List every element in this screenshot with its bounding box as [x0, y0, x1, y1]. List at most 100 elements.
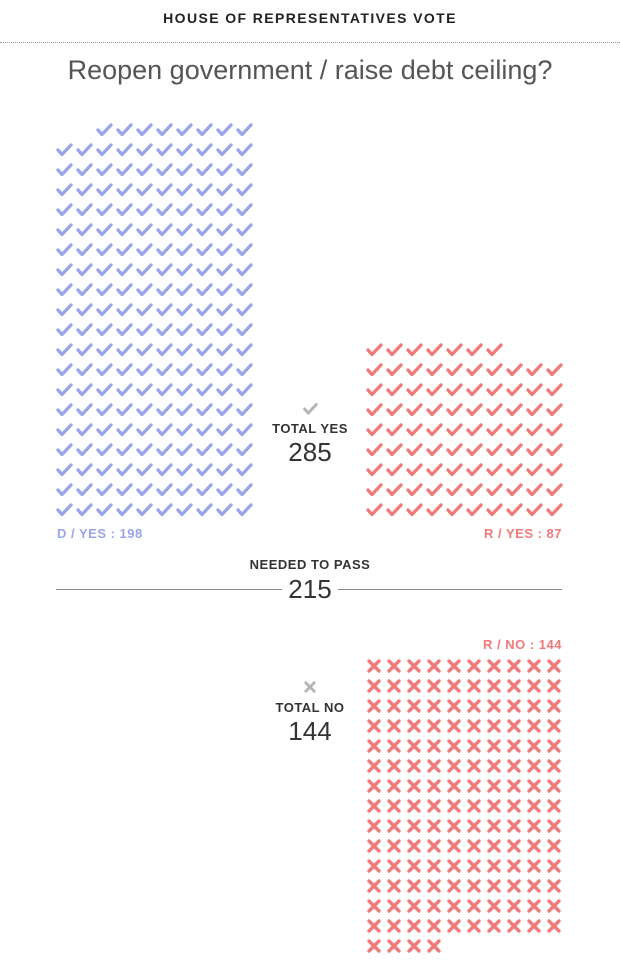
x-icon	[527, 839, 541, 853]
x-icon	[487, 919, 501, 933]
check-icon	[236, 463, 253, 477]
check-icon	[236, 123, 253, 137]
x-icon	[407, 819, 421, 833]
check-icon	[216, 303, 233, 317]
check-icon	[446, 503, 463, 517]
needed-to-pass-value: 215	[288, 574, 332, 604]
x-icon	[387, 899, 401, 913]
check-icon	[176, 503, 193, 517]
x-icon	[387, 819, 401, 833]
x-icon	[447, 719, 461, 733]
check-icon	[506, 483, 523, 497]
check-icon	[76, 343, 93, 357]
x-icon	[427, 919, 441, 933]
total-yes-check-icon	[303, 403, 318, 415]
x-icon	[547, 739, 561, 753]
check-icon	[426, 483, 443, 497]
check-icon	[216, 243, 233, 257]
check-icon	[236, 243, 253, 257]
check-icon	[216, 383, 233, 397]
check-icon	[236, 263, 253, 277]
check-icon	[96, 383, 113, 397]
check-icon	[116, 123, 133, 137]
check-icon	[116, 343, 133, 357]
check-icon	[116, 443, 133, 457]
check-icon	[76, 163, 93, 177]
check-icon	[96, 463, 113, 477]
check-icon	[546, 503, 563, 517]
x-icon	[547, 659, 561, 673]
check-icon	[176, 143, 193, 157]
x-icon	[427, 739, 441, 753]
check-icon	[366, 403, 383, 417]
check-icon	[236, 143, 253, 157]
check-icon	[196, 323, 213, 337]
check-icon	[236, 203, 253, 217]
check-icon	[116, 223, 133, 237]
x-icon	[367, 919, 381, 933]
x-icon	[547, 819, 561, 833]
check-icon	[526, 383, 543, 397]
x-icon	[527, 679, 541, 693]
x-icon	[387, 879, 401, 893]
total-no-label: TOTAL NO	[275, 700, 345, 715]
check-icon	[56, 283, 73, 297]
check-icon	[196, 123, 213, 137]
check-icon	[196, 423, 213, 437]
check-icon	[56, 403, 73, 417]
check-icon	[466, 423, 483, 437]
check-icon	[96, 143, 113, 157]
x-icon	[487, 679, 501, 693]
x-icon	[407, 739, 421, 753]
check-icon	[446, 363, 463, 377]
x-icon	[487, 759, 501, 773]
x-icon	[507, 839, 521, 853]
x-icon	[427, 759, 441, 773]
threshold-line-left	[56, 589, 282, 590]
x-icon	[447, 779, 461, 793]
total-yes-label: TOTAL YES	[272, 421, 348, 436]
check-icon	[156, 223, 173, 237]
x-icon	[507, 699, 521, 713]
check-icon	[136, 283, 153, 297]
check-icon	[236, 363, 253, 377]
check-icon	[236, 223, 253, 237]
check-icon	[76, 243, 93, 257]
check-icon	[386, 383, 403, 397]
kicker-title: HOUSE OF REPRESENTATIVES VOTE	[163, 10, 457, 26]
check-icon	[76, 203, 93, 217]
check-icon	[176, 123, 193, 137]
check-icon	[386, 483, 403, 497]
check-icon	[176, 383, 193, 397]
check-icon	[136, 263, 153, 277]
check-icon	[466, 463, 483, 477]
check-icon	[136, 463, 153, 477]
x-icon	[547, 919, 561, 933]
check-icon	[466, 503, 483, 517]
check-icon	[196, 223, 213, 237]
check-icon	[96, 423, 113, 437]
check-icon	[156, 263, 173, 277]
check-icon	[303, 403, 318, 415]
check-icon	[466, 343, 483, 357]
check-icon	[156, 363, 173, 377]
check-icon	[156, 343, 173, 357]
check-icon	[156, 463, 173, 477]
check-icon	[526, 403, 543, 417]
x-icon	[507, 679, 521, 693]
check-icon	[196, 363, 213, 377]
check-icon	[366, 343, 383, 357]
check-icon	[176, 343, 193, 357]
x-icon	[467, 679, 481, 693]
republican-no-label: R / NO : 144	[483, 637, 562, 652]
x-icon	[527, 879, 541, 893]
check-icon	[76, 283, 93, 297]
check-icon	[56, 363, 73, 377]
x-icon	[547, 679, 561, 693]
check-icon	[366, 383, 383, 397]
check-icon	[446, 343, 463, 357]
check-icon	[406, 463, 423, 477]
check-icon	[216, 503, 233, 517]
x-icon	[367, 859, 381, 873]
